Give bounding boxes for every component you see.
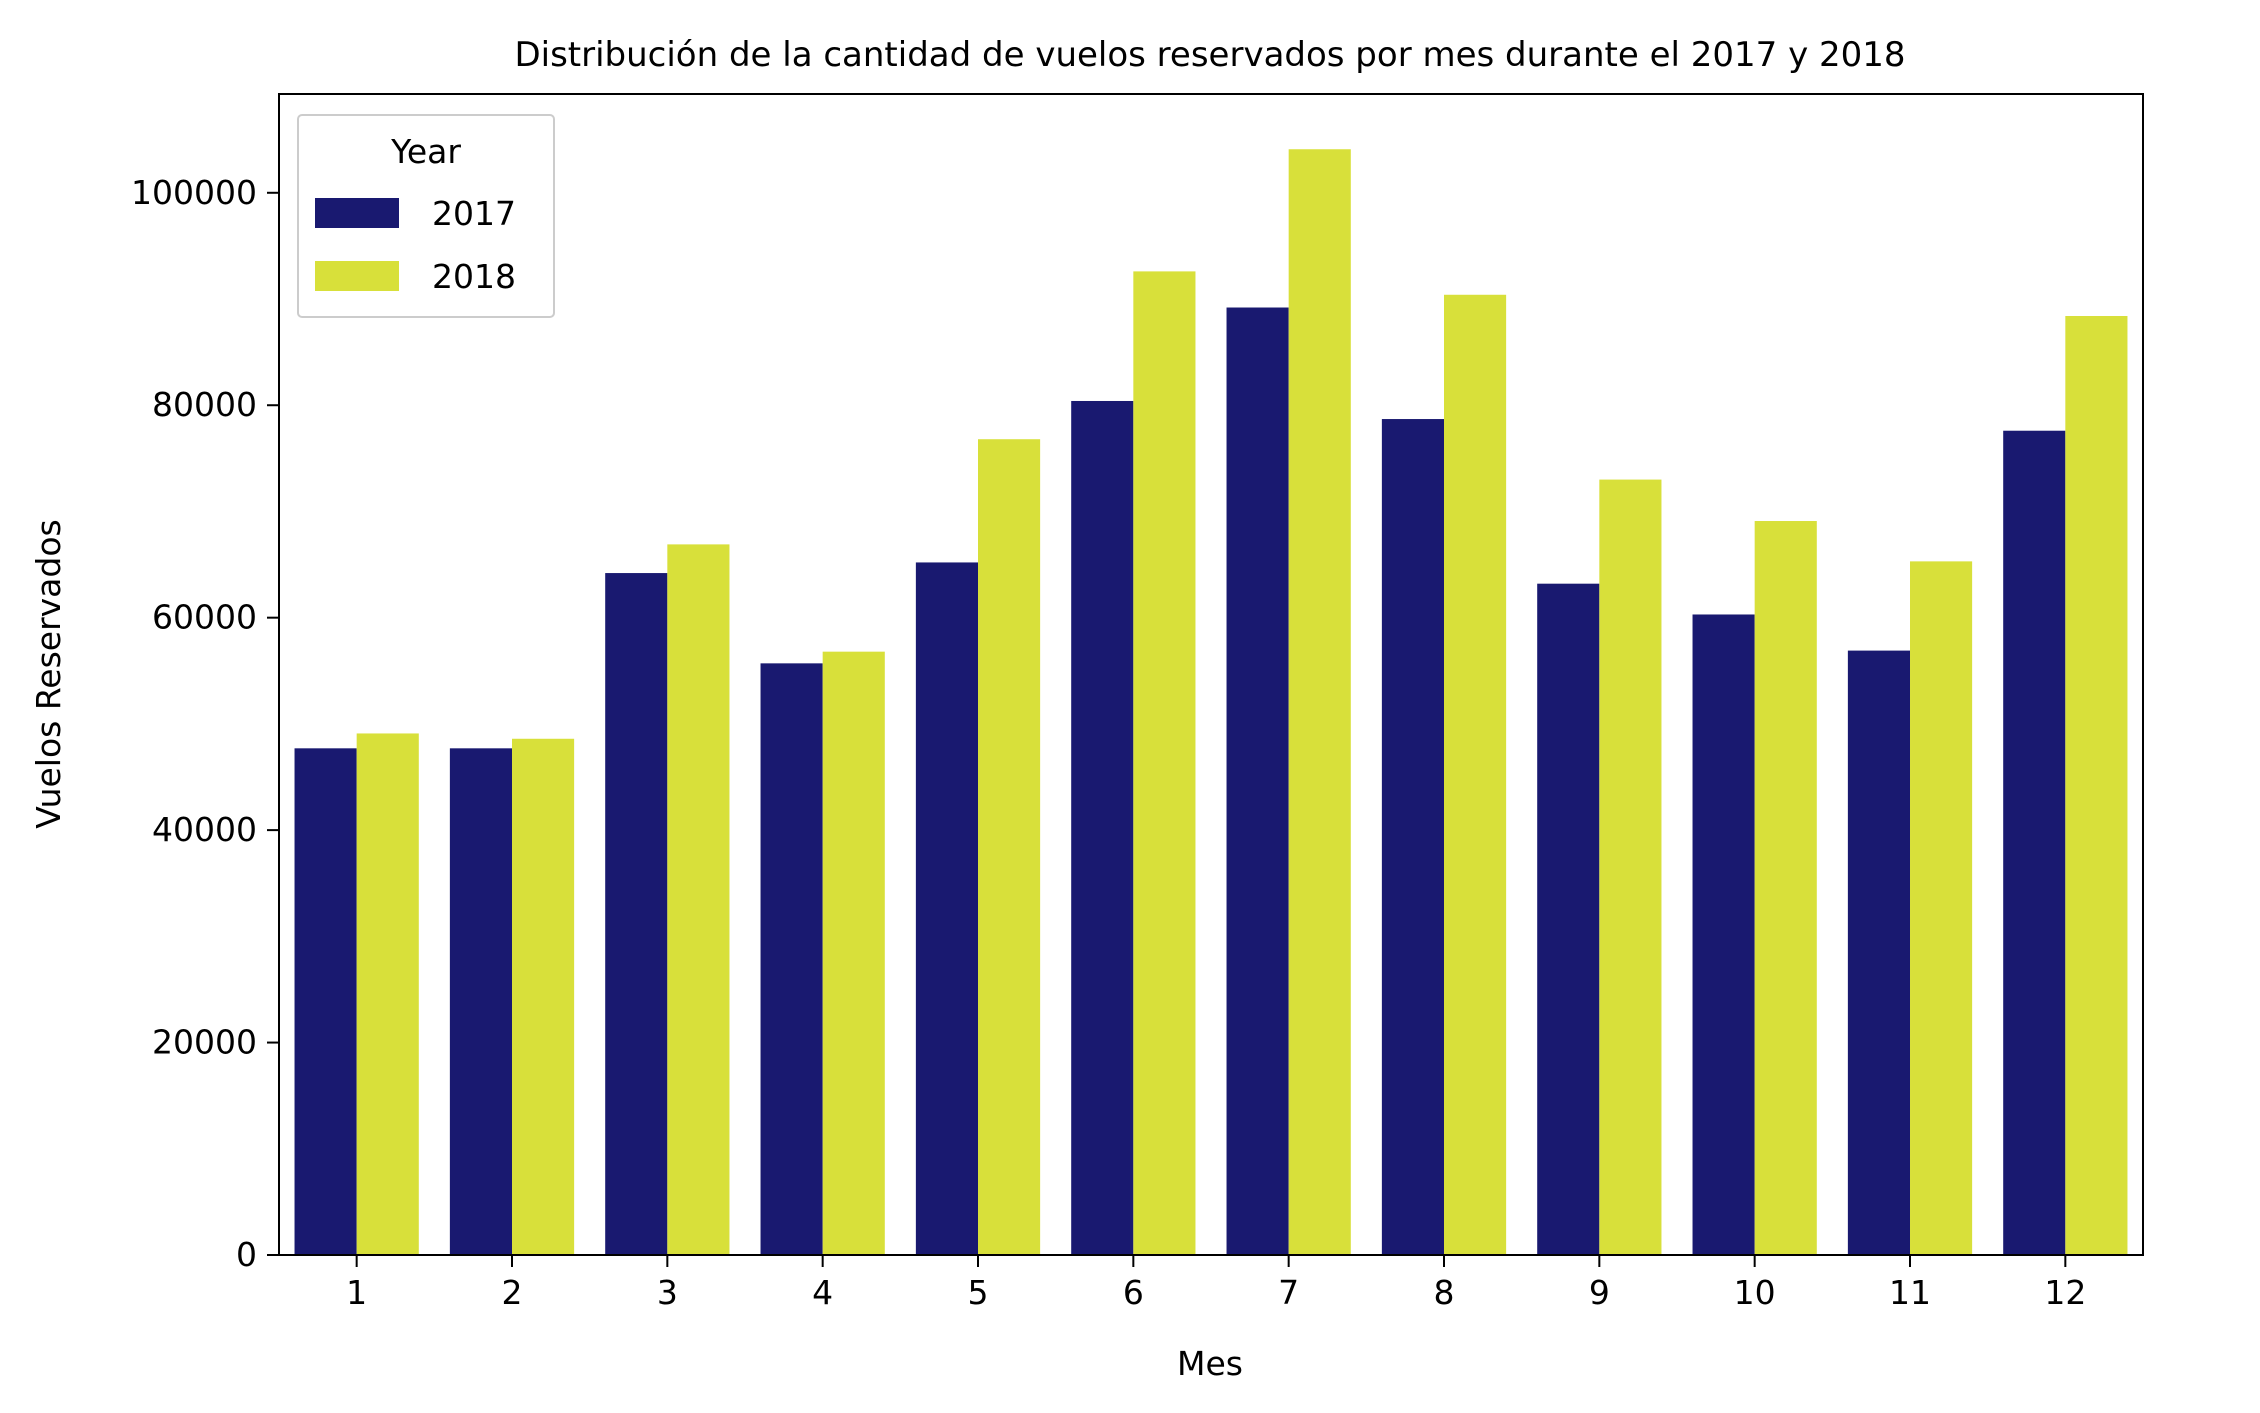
bar-2017-month-3 [605, 573, 668, 1255]
bar-2017-month-9 [1537, 583, 1600, 1255]
bar-2017-month-6 [1071, 400, 1134, 1256]
x-tick-label-7: 7 [1278, 1273, 1299, 1312]
bar-2017-month-7 [1226, 307, 1289, 1255]
x-tick-label-8: 8 [1434, 1273, 1455, 1312]
plot-frame [278, 93, 2144, 1256]
x-axis: 1 2 3 4 5 6 7 8 9 10 11 12 [346, 1255, 2086, 1312]
x-tick-label-11: 11 [1889, 1273, 1931, 1312]
bar-2017-month-1 [294, 748, 357, 1255]
bar-2018-month-8 [1444, 294, 1507, 1255]
y-tick-label-20000: 20000 [152, 1023, 257, 1062]
bar-2017-month-4 [760, 663, 823, 1255]
x-tick-label-4: 4 [812, 1273, 833, 1312]
bar-2018-month-4 [822, 651, 885, 1255]
y-axis-label: Vuelos Reservados [29, 519, 68, 829]
legend: Year 2017 2018 [297, 114, 555, 318]
x-tick-label-12: 12 [2044, 1273, 2086, 1312]
bar-2018-month-9 [1599, 479, 1662, 1256]
bar-2018-month-3 [667, 544, 730, 1255]
bar-2018-month-1 [356, 733, 419, 1255]
bar-2017-month-10 [1692, 614, 1755, 1255]
x-tick-label-5: 5 [968, 1273, 989, 1312]
y-tick-label-100000: 100000 [131, 173, 257, 212]
bar-2017-month-8 [1381, 419, 1444, 1255]
bar-2017-month-2 [449, 748, 512, 1255]
x-tick-label-9: 9 [1589, 1273, 1610, 1312]
y-tick-label-80000: 80000 [152, 385, 257, 424]
y-tick-label-40000: 40000 [152, 810, 257, 849]
x-tick-label-2: 2 [502, 1273, 523, 1312]
bar-2018-month-5 [978, 439, 1041, 1256]
y-axis: 0 20000 40000 60000 80000 100000 [131, 173, 279, 1274]
bar-2017-month-11 [1847, 650, 1910, 1255]
x-tick-label-1: 1 [346, 1273, 367, 1312]
chart-title: Distribución de la cantidad de vuelos re… [514, 35, 1905, 75]
legend-swatch-2018 [315, 261, 399, 291]
bar-2017-month-5 [915, 562, 978, 1255]
legend-label-2018: 2018 [432, 257, 516, 296]
bar-2018-month-2 [512, 738, 575, 1255]
bar-2018-month-10 [1754, 521, 1817, 1255]
y-tick-label-0: 0 [236, 1235, 257, 1274]
legend-swatch-2017 [315, 198, 399, 228]
x-axis-label: Mes [1177, 1344, 1243, 1383]
x-tick-label-6: 6 [1123, 1273, 1144, 1312]
legend-label-2017: 2017 [432, 194, 516, 233]
bar-2018-month-6 [1133, 271, 1196, 1255]
bar-2017-month-12 [2003, 430, 2066, 1256]
x-tick-label-10: 10 [1734, 1273, 1776, 1312]
bar-2018-month-11 [1910, 561, 1973, 1255]
bar-2018-month-12 [2065, 316, 2128, 1255]
x-tick-label-3: 3 [657, 1273, 678, 1312]
bar-2018-month-7 [1288, 149, 1351, 1256]
bars-layer [294, 149, 2128, 1256]
legend-title: Year [390, 132, 461, 171]
y-tick-label-60000: 60000 [152, 598, 257, 637]
